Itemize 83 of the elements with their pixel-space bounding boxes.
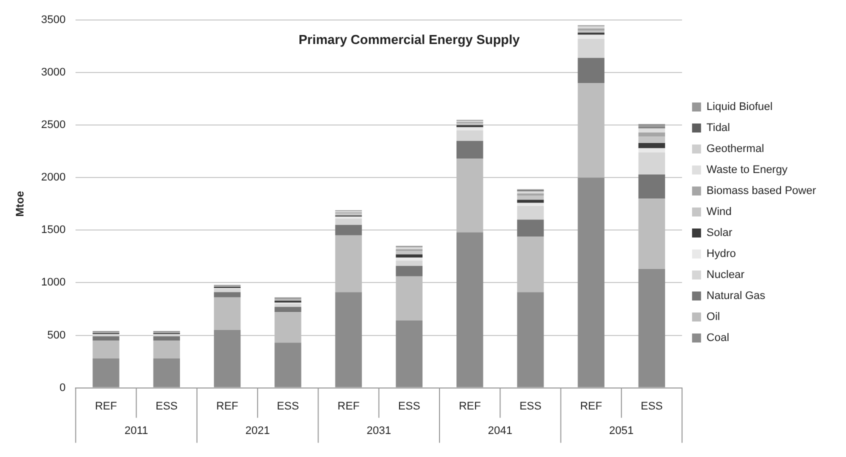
y-tick-label: 3500: [41, 14, 66, 26]
text: Primary Commercial Energy Supply: [298, 32, 520, 48]
bar: [396, 254, 423, 258]
legend-label: Biomass based Power: [706, 185, 816, 198]
bar: [214, 297, 241, 330]
bar: [578, 28, 604, 31]
legend-label: Nuclear: [706, 269, 745, 282]
bar: [456, 127, 484, 130]
legend-label: Hydro: [706, 248, 736, 260]
bar: [396, 320, 423, 388]
bar: [638, 132, 666, 137]
legend-label: Geothermal: [706, 143, 764, 156]
bar: [335, 224, 362, 236]
legend-label: Coal: [706, 332, 730, 344]
bar: [274, 304, 302, 307]
bar: [578, 38, 604, 58]
bar: [153, 340, 180, 358]
legend-label: Natural Gas: [706, 290, 766, 302]
x-tick-label: REF: [338, 400, 360, 412]
bar: [638, 174, 666, 199]
bar: [456, 130, 484, 141]
bar: [396, 260, 423, 266]
legend-label: Tidal: [706, 122, 730, 134]
bar: [638, 129, 666, 132]
bar: [638, 269, 666, 388]
bar: [396, 266, 423, 276]
y-tick-label: 3000: [41, 66, 66, 79]
bar: [638, 148, 666, 152]
legend-label: Waste to Energy: [706, 164, 788, 176]
bar: [274, 306, 302, 312]
x-tick-label: ESS: [156, 400, 178, 412]
bar: [92, 358, 120, 388]
legend-label: Wind: [706, 206, 732, 218]
bar: [153, 358, 180, 388]
legend-label: Solar: [706, 227, 733, 240]
bar: [578, 58, 604, 84]
bar: [517, 292, 544, 388]
bar: [638, 136, 666, 143]
bar: [638, 124, 666, 128]
bar: [214, 289, 241, 292]
bar: [578, 178, 604, 388]
bar: [517, 206, 544, 220]
legend-label: Liquid Biofuel: [706, 101, 773, 114]
bar: [274, 342, 302, 388]
y-tick-label: 500: [47, 329, 66, 342]
bar: [517, 200, 544, 203]
y-tick-label: 1500: [41, 224, 66, 236]
x-tick-label: REF: [458, 400, 482, 412]
bar: [578, 34, 604, 39]
bar: [456, 232, 484, 388]
legend-label: Oil: [706, 311, 720, 324]
bar: [214, 292, 241, 298]
x-tick-label: ESS: [519, 400, 542, 412]
x-tick-label: REF: [216, 400, 239, 412]
bar: [638, 142, 666, 148]
x-tick-label: ESS: [640, 400, 663, 412]
bar: [335, 218, 362, 225]
text: 2031: [366, 424, 392, 437]
bar: [396, 251, 423, 254]
x-tick-label: REF: [94, 400, 118, 412]
bar: [335, 292, 362, 388]
x-tick-label: REF: [580, 400, 602, 412]
text: 2021: [245, 424, 270, 437]
bar: [456, 140, 484, 159]
x-tick-label: ESS: [398, 400, 420, 412]
y-tick-label: 2500: [41, 119, 66, 132]
text: 2041: [488, 424, 512, 437]
y-axis-title: Mtoe: [14, 191, 27, 217]
bar: [214, 330, 241, 388]
bar: [517, 195, 544, 200]
bar: [396, 257, 423, 261]
bar: [517, 220, 544, 236]
x-tick-label: ESS: [276, 400, 299, 412]
bar: [638, 152, 666, 174]
bar: [92, 340, 120, 358]
bar: [153, 336, 180, 341]
bar: [517, 202, 544, 206]
bar: [92, 336, 120, 341]
text: 2011: [124, 424, 148, 437]
text: 2051: [609, 424, 634, 437]
y-tick-label: 2000: [41, 172, 66, 184]
y-tick-label: 0: [60, 382, 66, 394]
y-tick-label: 1000: [41, 276, 66, 289]
